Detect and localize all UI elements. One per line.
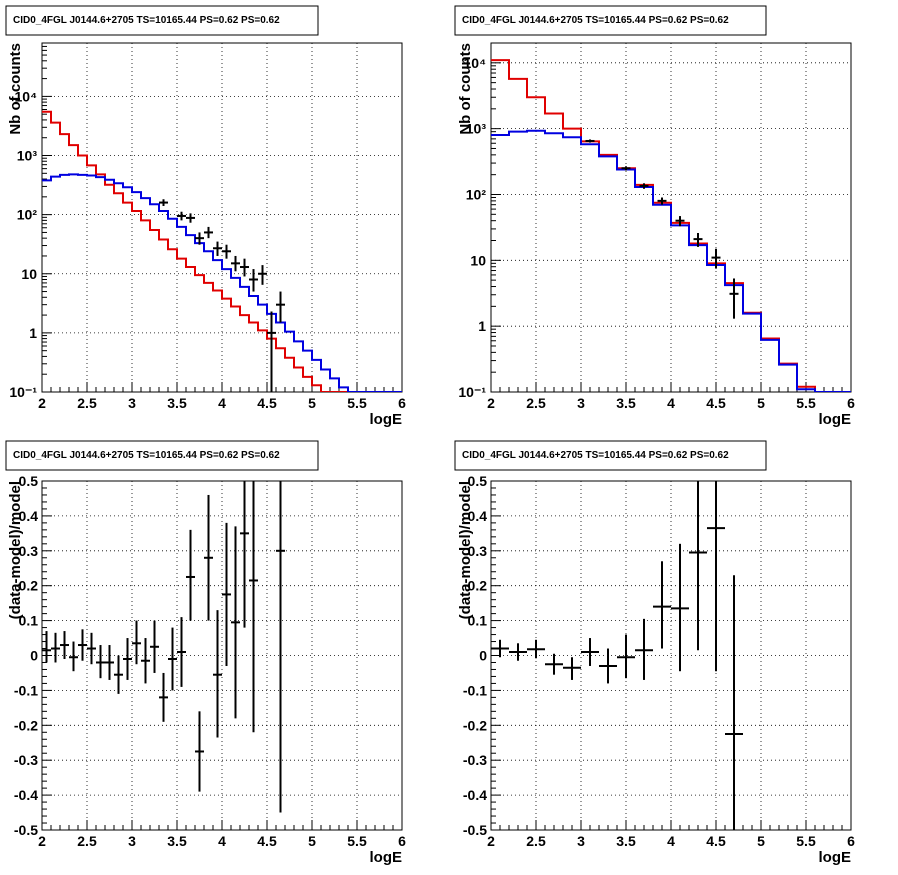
plot-area — [491, 481, 743, 830]
chart-title: CID0_4FGL J0144.6+2705 TS=10165.44 PS=0.… — [462, 450, 729, 461]
y-axis-label: (data-model)/model — [457, 481, 474, 619]
plot-frame — [41, 42, 403, 393]
title-box — [5, 5, 319, 36]
x-tick-label: 4.5 — [706, 833, 726, 849]
x-tick-label: 6 — [398, 833, 406, 849]
y-axis-label: Nb of counts — [457, 43, 474, 135]
x-tick-label: 5.5 — [347, 395, 367, 411]
x-tick-label: 3 — [577, 833, 585, 849]
y-tick-label: 10 — [21, 266, 37, 282]
x-tick-label: 3 — [128, 395, 136, 411]
y-tick-label: 1 — [29, 325, 37, 341]
panel-bottom-left-residuals: 2 2.5 3 3.5 4 4.5 5 5.5 6 -0.5 -0.4 -0.3 -0.2 -0.1 0 0.… — [5, 440, 406, 866]
y-axis-label: Nb of counts — [7, 43, 24, 135]
y-tick-label: 0.5 — [19, 473, 39, 489]
x-tick-label: 5.5 — [347, 833, 367, 849]
title-box — [454, 5, 767, 36]
plot-area — [491, 59, 851, 392]
x-tick-label: 3.5 — [616, 395, 636, 411]
x-tick-label: 5 — [308, 395, 316, 411]
y-tick-label: -0.2 — [14, 717, 38, 733]
x-tick-label: 4 — [218, 395, 226, 411]
y-tick-label: 0.5 — [468, 473, 488, 489]
y-tick-label: 10³ — [17, 148, 38, 164]
y-tick-label: 0 — [30, 648, 38, 664]
y-tick-label: 0 — [479, 648, 487, 664]
y-tick-label: 0.1 — [19, 613, 39, 629]
x-tick-label: 4 — [667, 833, 675, 849]
x-tick-label: 2.5 — [526, 833, 546, 849]
chart-title: CID0_4FGL J0144.6+2705 TS=10165.44 PS=0.… — [13, 450, 280, 461]
y-tick-label: -0.2 — [463, 717, 487, 733]
y-tick-label: 0.2 — [468, 578, 488, 594]
x-tick-label: 2 — [487, 833, 495, 849]
x-tick-label: 2.5 — [526, 395, 546, 411]
x-tick-label: 4.5 — [257, 395, 277, 411]
y-tick-label: -0.3 — [14, 752, 38, 768]
y-tick-label: 0.4 — [19, 508, 39, 524]
x-tick-label: 4.5 — [257, 833, 277, 849]
x-tick-label: 3 — [577, 395, 585, 411]
x-tick-label: 5.5 — [796, 395, 816, 411]
y-tick-label: 0.4 — [468, 508, 488, 524]
x-tick-label: 6 — [398, 395, 406, 411]
plot-area — [42, 481, 285, 813]
chart-title: CID0_4FGL J0144.6+2705 TS=10165.44 PS=0.… — [13, 15, 280, 26]
x-tick-label: 2.5 — [77, 833, 97, 849]
y-tick-label: 1 — [478, 318, 486, 334]
x-tick-label: 4 — [218, 833, 226, 849]
y-tick-label: -0.4 — [463, 787, 487, 803]
y-tick-label: -0.3 — [463, 752, 487, 768]
x-tick-label: 6 — [847, 833, 855, 849]
y-tick-label: 0.3 — [19, 543, 39, 559]
x-axis-label: logE — [370, 411, 403, 428]
x-tick-label: 3 — [128, 833, 136, 849]
histogram-series-line — [42, 173, 402, 392]
y-tick-label: -0.1 — [463, 682, 487, 698]
panel-top-right-counts: 2 2.5 3 3.5 4 4.5 5 5.5 6 10⁻¹ 1 10 10² 10³ 10⁴ CID0_4F… — [454, 5, 855, 428]
x-tick-label: 2 — [38, 395, 46, 411]
x-tick-label: 5.5 — [796, 833, 816, 849]
x-tick-label: 2.5 — [77, 395, 97, 411]
x-axis-label: logE — [370, 849, 403, 866]
panel-top-left-counts: 2 2.5 3 3.5 4 4.5 5 5.5 6 10⁻¹ 1 10 10² 10³ 10⁴ CID0_4F… — [5, 5, 406, 428]
y-tick-label: 10⁻¹ — [458, 384, 486, 400]
chart-title: CID0_4FGL J0144.6+2705 TS=10165.44 PS=0.… — [462, 15, 729, 26]
y-tick-label: 0.1 — [468, 613, 488, 629]
plot-area — [42, 110, 402, 392]
y-tick-label: -0.4 — [14, 787, 38, 803]
y-tick-label: 0.3 — [468, 543, 488, 559]
x-tick-label: 4 — [667, 395, 675, 411]
x-axis-label: logE — [819, 849, 852, 866]
histogram-series-line — [42, 110, 402, 392]
y-tick-label: -0.1 — [14, 682, 38, 698]
y-tick-label: 10 — [470, 252, 486, 268]
y-tick-label: 0.2 — [19, 578, 39, 594]
x-tick-label: 2 — [487, 395, 495, 411]
y-tick-label: 10⁴ — [464, 55, 487, 71]
y-tick-label: -0.5 — [463, 822, 487, 838]
panel-bottom-right-residuals: 2 2.5 3 3.5 4 4.5 5 5.5 6 -0.5 -0.4 -0.3 -0.2 -0.1 0 0.… — [454, 440, 855, 866]
y-tick-label: 10² — [466, 186, 487, 202]
x-tick-label: 5 — [757, 395, 765, 411]
x-axis-label: logE — [819, 411, 852, 428]
title-box — [5, 440, 319, 471]
y-axis-label: (data-model)/model — [7, 481, 24, 619]
y-tick-label: 10³ — [466, 121, 487, 137]
histogram-series-line — [491, 129, 851, 392]
y-tick-label: 10⁴ — [15, 88, 38, 104]
x-tick-label: 3.5 — [167, 833, 187, 849]
x-tick-label: 4.5 — [706, 395, 726, 411]
y-tick-label: 10⁻¹ — [9, 384, 37, 400]
x-tick-label: 3.5 — [616, 833, 636, 849]
x-tick-label: 3.5 — [167, 395, 187, 411]
title-box — [454, 440, 767, 471]
y-tick-label: 10² — [17, 207, 38, 223]
x-tick-label: 5 — [308, 833, 316, 849]
x-tick-label: 5 — [757, 833, 765, 849]
y-tick-label: -0.5 — [14, 822, 38, 838]
x-tick-label: 2 — [38, 833, 46, 849]
x-tick-label: 6 — [847, 395, 855, 411]
